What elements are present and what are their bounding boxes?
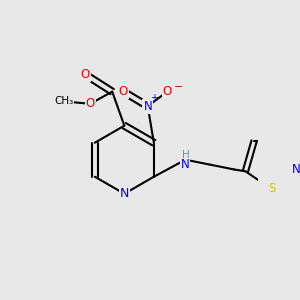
Text: N: N [181,158,190,171]
Text: N: N [120,187,129,200]
Text: N: N [292,163,300,176]
Text: CH₃: CH₃ [54,96,73,106]
Text: −: − [174,82,183,92]
Text: H: H [182,150,189,160]
Text: N: N [143,100,152,113]
Text: O: O [86,97,95,110]
Text: O: O [119,85,128,98]
Text: S: S [268,182,275,195]
Text: +: + [150,93,158,103]
Text: O: O [163,85,172,98]
Text: O: O [81,68,90,81]
